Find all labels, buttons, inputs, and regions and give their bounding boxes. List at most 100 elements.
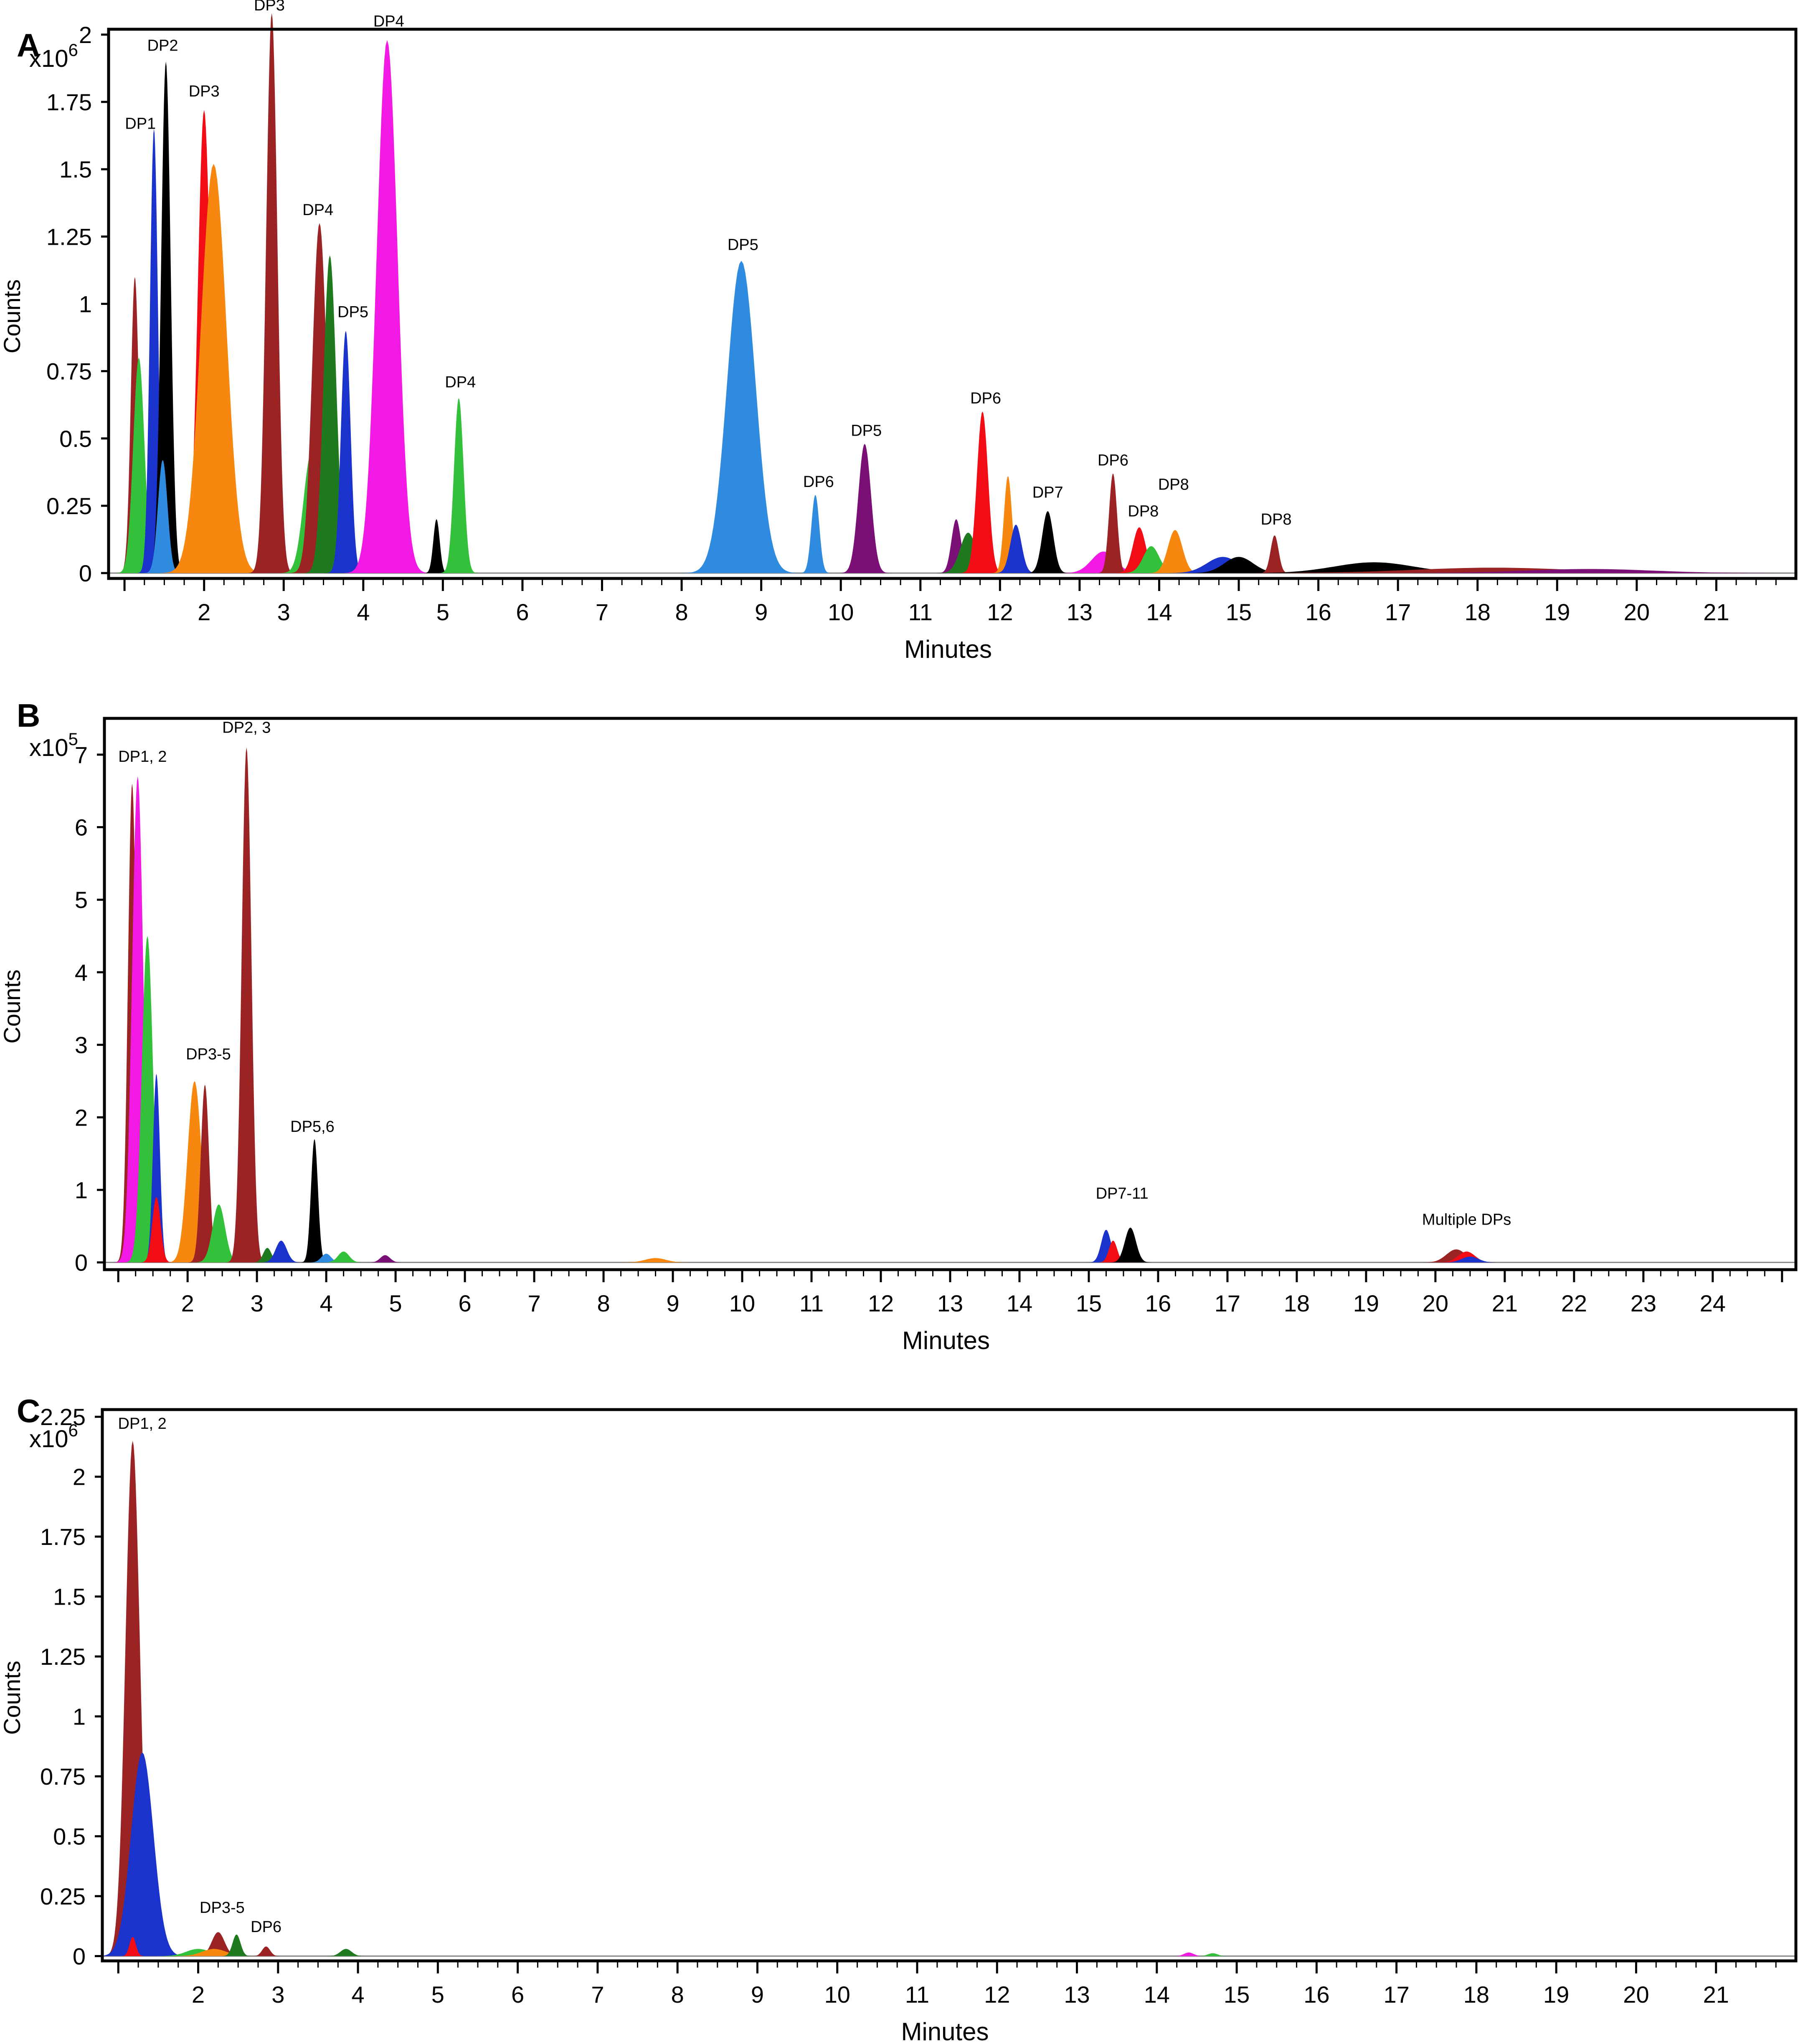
peak-green-14 <box>439 398 479 573</box>
y-tick-label: 0 <box>79 560 92 586</box>
x-tick-label: 23 <box>1631 1290 1656 1316</box>
peak-annotation: DP8 <box>1128 503 1159 520</box>
x-tick-label: 17 <box>1385 599 1411 625</box>
peak-green-7 <box>193 1204 245 1263</box>
x-tick-label: 7 <box>591 1981 604 2008</box>
peak-maroon-4 <box>191 1932 245 1956</box>
peak-black-13 <box>423 519 450 573</box>
x-tick-label: 13 <box>1067 599 1093 625</box>
x-tick-label: 20 <box>1624 599 1650 625</box>
peak-green-27 <box>1118 546 1185 573</box>
peak-blue-2 <box>137 129 171 573</box>
peak-annotation: DP4 <box>373 13 404 30</box>
x-tick-label: 14 <box>1146 599 1172 625</box>
y-tick-label: 1.25 <box>40 1643 86 1670</box>
x-tick-label: 15 <box>1226 599 1252 625</box>
peak-maroon-20 <box>1415 1249 1497 1263</box>
y-tick-label: 4 <box>75 959 88 986</box>
peak-red-2 <box>119 1937 146 1956</box>
peak-blue-10 <box>258 1240 304 1263</box>
y-tick-label: 1.75 <box>46 89 92 115</box>
y-exponent-label: x106 <box>29 1420 78 1453</box>
peak-orange-21 <box>991 476 1025 573</box>
x-tick-label: 12 <box>868 1290 894 1316</box>
peak-annotation: DP5 <box>337 304 368 321</box>
peak-skyblue-4 <box>142 460 183 573</box>
peak-annotation: DP8 <box>1158 476 1189 493</box>
peak-green-13 <box>320 1251 367 1263</box>
peak-darkgreen-10 <box>303 255 357 573</box>
y-tick-label: 6 <box>75 814 88 841</box>
x-tick-label: 10 <box>824 1981 850 2008</box>
panel-label: B <box>17 697 40 734</box>
peak-black-32 <box>1207 562 1542 573</box>
x-tick-label: 4 <box>320 1290 333 1316</box>
y-tick-label: 1.5 <box>53 1584 86 1610</box>
x-tick-label: 24 <box>1700 1290 1726 1316</box>
exponent-power: 6 <box>68 1420 78 1440</box>
peak-skyblue-15 <box>681 261 802 573</box>
x-tick-label: 21 <box>1492 1290 1518 1316</box>
x-tick-label: 12 <box>984 1981 1010 2008</box>
peak-annotation: DP3 <box>189 83 220 100</box>
peak-annotation: DP5 <box>851 422 882 439</box>
peak-annotation: DP2, 3 <box>222 719 271 737</box>
x-tick-label: 11 <box>905 1981 929 2008</box>
peak-maroon-6 <box>187 1085 223 1263</box>
x-tick-label: 8 <box>597 1290 610 1316</box>
peak-orange-15 <box>612 1258 700 1263</box>
x-tick-label: 6 <box>459 1290 472 1316</box>
x-tick-label: 20 <box>1423 1290 1448 1316</box>
peak-skyblue-16 <box>799 495 832 573</box>
x-tick-label: 8 <box>671 1981 684 2008</box>
y-tick-label: 1 <box>79 291 92 317</box>
exponent-base: x10 <box>29 734 68 761</box>
peak-orange-28 <box>1145 530 1205 573</box>
peak-orange-5 <box>164 1949 265 1956</box>
panel-label: A <box>17 27 40 63</box>
x-tick-label: 16 <box>1305 599 1331 625</box>
x-tick-label: 14 <box>1007 1290 1032 1316</box>
x-tick-label: 3 <box>251 1290 264 1316</box>
peak-annotation: DP1 <box>125 115 156 133</box>
x-tick-label: 11 <box>799 1290 824 1316</box>
peak-black-3 <box>146 61 186 573</box>
x-tick-label: 13 <box>1064 1981 1090 2008</box>
peak-blue-3 <box>142 1074 171 1263</box>
x-tick-label: 15 <box>1076 1290 1102 1316</box>
x-axis-title: Minutes <box>902 1326 990 1354</box>
peak-magenta-1 <box>114 776 161 1263</box>
x-tick-label: 20 <box>1623 1981 1649 2008</box>
peak-darkgreen-8 <box>322 1949 370 1956</box>
x-tick-label: 16 <box>1145 1290 1171 1316</box>
peak-purple-14 <box>365 1255 406 1263</box>
peak-annotation: DP4 <box>445 373 476 391</box>
peak-annotation: DP3 <box>254 0 285 14</box>
peak-blue-22 <box>992 525 1040 573</box>
peak-annotation: DP5,6 <box>290 1118 335 1136</box>
peak-maroon-7 <box>248 13 295 573</box>
x-tick-label: 13 <box>937 1290 963 1316</box>
peak-annotation: DP6 <box>803 473 834 491</box>
x-tick-label: 6 <box>511 1981 524 2008</box>
y-tick-label: 0.25 <box>40 1883 86 1910</box>
peak-annotation: DP6 <box>970 390 1001 407</box>
peak-annotation: DP4 <box>302 201 333 219</box>
peak-annotation: DP7-11 <box>1096 1185 1149 1202</box>
x-tick-label: 9 <box>755 599 768 625</box>
peak-green-3 <box>148 1949 249 1956</box>
x-tick-label: 5 <box>431 1981 444 2008</box>
x-axis-title: Minutes <box>901 2018 989 2044</box>
x-tick-label: 14 <box>1144 1981 1170 2008</box>
y-tick-label: 2 <box>73 1464 86 1490</box>
y-tick-label: 1.5 <box>59 156 92 183</box>
y-exponent-label: x106 <box>29 40 78 72</box>
peak-annotation: DP3-5 <box>200 1899 245 1917</box>
x-tick-label: 21 <box>1703 1981 1729 2008</box>
y-tick-label: 2 <box>79 22 92 48</box>
x-tick-label: 5 <box>436 599 449 625</box>
x-tick-label: 3 <box>277 599 290 625</box>
x-tick-label: 12 <box>987 599 1013 625</box>
peak-red-26 <box>1112 527 1166 573</box>
